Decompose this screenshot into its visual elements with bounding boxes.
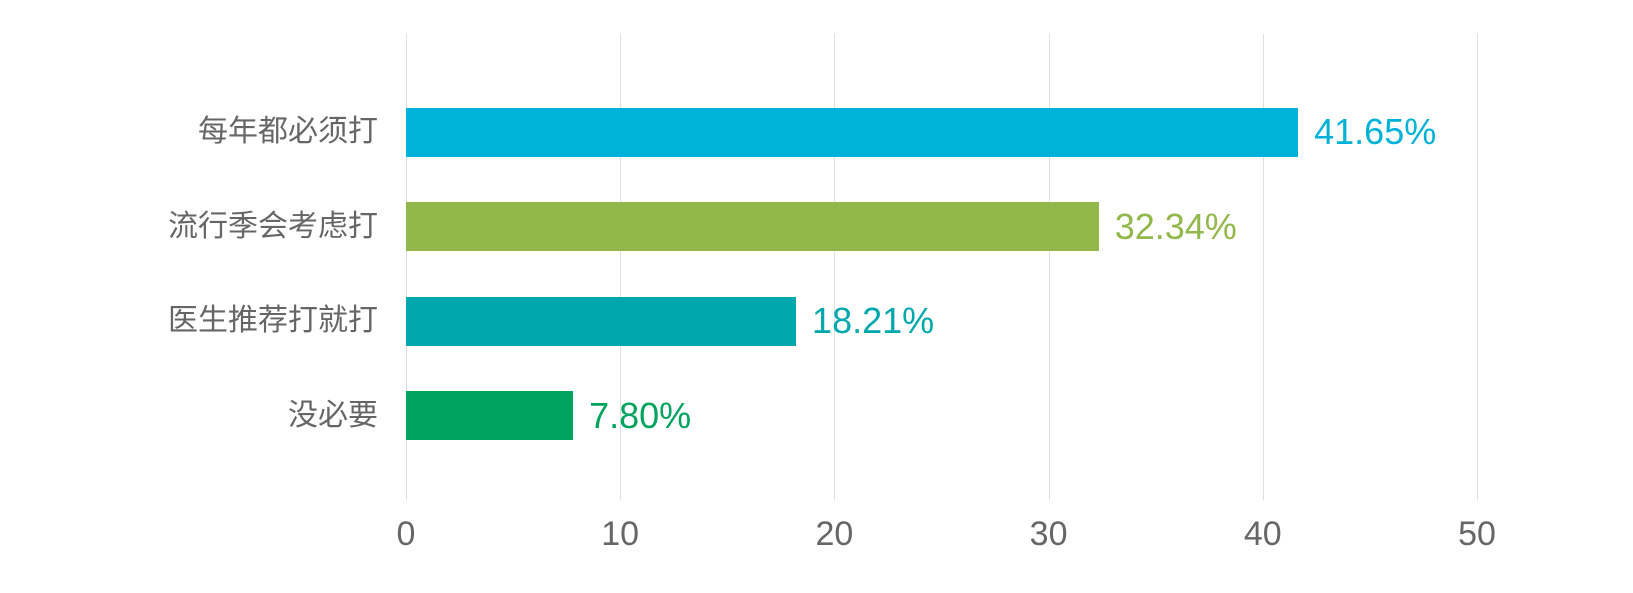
- gridline: [1477, 34, 1478, 500]
- category-label: 每年都必须打: [198, 115, 378, 148]
- bar: [406, 296, 797, 346]
- category-label: 医生推荐打就打: [168, 304, 378, 337]
- bar: [406, 107, 1299, 157]
- gridline: [1048, 34, 1050, 500]
- x-tick-label: 50: [1458, 515, 1496, 553]
- gridline: [1262, 34, 1264, 500]
- value-label: 32.34%: [1114, 205, 1237, 247]
- gridline: [406, 34, 407, 500]
- gridline: [834, 34, 836, 500]
- value-label: 18.21%: [812, 300, 935, 341]
- category-label: 没必要: [288, 398, 378, 432]
- value-label: 41.65%: [1314, 111, 1437, 152]
- bar: [406, 391, 574, 440]
- x-tick-label: 0: [396, 515, 416, 553]
- bar: [406, 202, 1099, 251]
- value-label: 7.80%: [589, 394, 692, 436]
- x-tick-label: 10: [601, 515, 640, 553]
- category-label: 流行季会考虑打: [168, 209, 378, 243]
- x-tick-label: 20: [815, 515, 854, 553]
- x-tick-label: 30: [1029, 515, 1068, 553]
- x-tick-label: 40: [1243, 515, 1282, 553]
- gridline: [620, 34, 622, 500]
